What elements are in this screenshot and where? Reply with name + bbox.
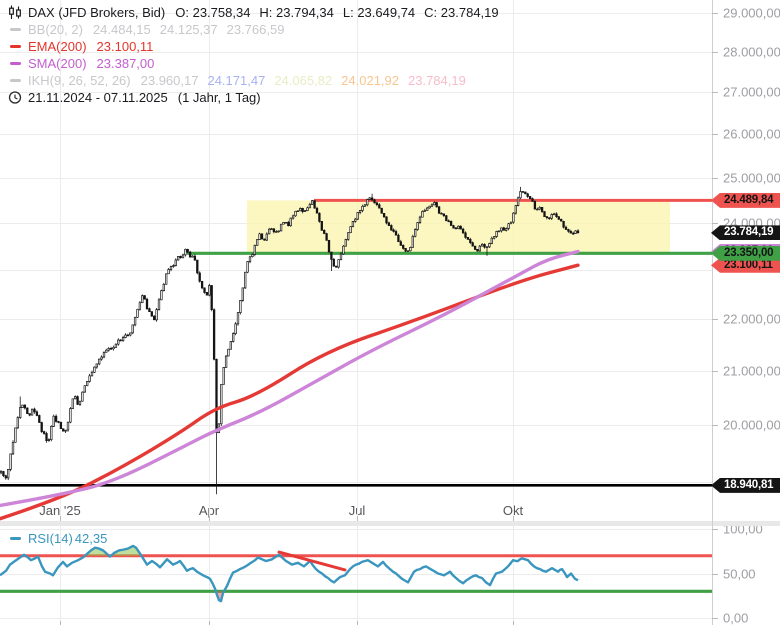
date-range: 21.11.2024 - 07.11.2025 — [28, 90, 168, 105]
ikh-value: 24.065,82 — [274, 73, 333, 88]
sma-value: 23.387,00 — [96, 56, 155, 71]
legend-row-rsi[interactable]: RSI(14) 42,35 — [8, 530, 116, 547]
bb-label: BB(20, 2) — [28, 22, 83, 37]
rsi-axis-label: 50,00 — [723, 566, 756, 581]
ikh-label: IKH(9, 26, 52, 26) — [28, 73, 131, 88]
ikh-dash-icon — [9, 78, 21, 83]
legend-row-ema[interactable]: EMA(200) 23.100,11 — [8, 38, 508, 55]
sma-label: SMA(200) — [28, 56, 87, 71]
y-axis-label: 27.000,00 — [723, 84, 780, 100]
bb-value: 23.766,59 — [226, 22, 285, 37]
legend-row-ikh[interactable]: IKH(9, 26, 52, 26) 23.960,17 24.171,47 2… — [8, 72, 508, 89]
rsi-value: 42,35 — [74, 531, 108, 546]
ema-label: EMA(200) — [28, 39, 87, 54]
bb-dash-icon — [9, 27, 21, 32]
candlestick-icon — [8, 5, 22, 20]
range-period: (1 Jahr, 1 Tag) — [177, 90, 261, 105]
sma-dash-icon — [9, 61, 21, 66]
symbol-title: DAX (JFD Brokers, Bid) — [28, 5, 166, 20]
ikh-value: 24.021,92 — [341, 73, 399, 88]
legend-row-sma[interactable]: SMA(200) 23.387,00 — [8, 55, 508, 72]
ikh-value: 24.171,47 — [207, 73, 266, 88]
y-axis-label: 21.000,00 — [723, 363, 780, 379]
ema-dash-icon — [9, 44, 21, 49]
ikh-value: 23.784,19 — [408, 73, 466, 88]
y-axis-label: 29.000,00 — [723, 5, 780, 21]
ema-value: 23.100,11 — [96, 39, 154, 54]
ohlc-close: C: 23.784,19 — [424, 5, 499, 20]
rsi-dash-icon — [9, 536, 21, 541]
legend-row-bb[interactable]: BB(20, 2) 24.484,15 24.125,37 23.766,59 — [8, 21, 508, 38]
y-axis-label: 22.000,00 — [723, 311, 780, 327]
clock-icon — [8, 90, 22, 105]
legend-row-symbol[interactable]: DAX (JFD Brokers, Bid) O: 23.758,34 H: 2… — [8, 4, 508, 21]
bb-value: 24.125,37 — [159, 22, 218, 37]
ohlc-high: H: 23.794,34 — [259, 5, 334, 20]
legend-row-range[interactable]: 21.11.2024 - 07.11.2025 (1 Jahr, 1 Tag) — [8, 89, 508, 106]
ohlc-open: O: 23.758,34 — [175, 5, 251, 20]
ohlc-low: L: 23.649,74 — [342, 5, 416, 20]
y-axis-label: 25.000,00 — [723, 170, 780, 186]
y-axis-label: 26.000,00 — [723, 126, 780, 142]
rsi-label: RSI(14) — [28, 531, 73, 546]
y-axis-label: 28.000,00 — [723, 44, 780, 60]
ikh-value: 23.960,17 — [140, 73, 199, 88]
y-axis-label: 20.000,00 — [723, 417, 780, 433]
bb-value: 24.484,15 — [92, 22, 151, 37]
indicator-legend: DAX (JFD Brokers, Bid) O: 23.758,34 H: 2… — [8, 4, 508, 106]
rsi-axis-label: 0,00 — [723, 610, 749, 625]
